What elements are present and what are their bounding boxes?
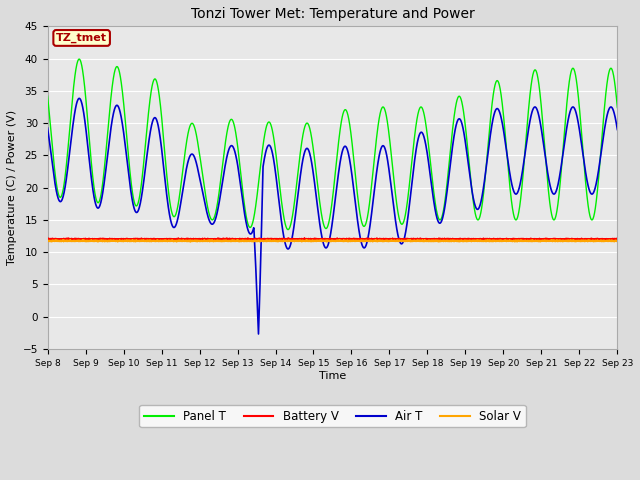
Battery V (427, 238, 435, 243)
Y-axis label: Temperature (C) / Power (V): Temperature (C) / Power (V) (7, 110, 17, 265)
Legend: Panel T, Battery V, Air T, Solar V: Panel T, Battery V, Air T, Solar V (140, 405, 525, 427)
Panel T (262, 124, 270, 130)
Solar V (44, 238, 51, 243)
Air T (603, 115, 611, 121)
Battery V (44, 236, 51, 241)
Solar V (287, 238, 295, 244)
Air T (287, 240, 295, 245)
X-axis label: Time: Time (319, 371, 346, 381)
Battery V (244, 235, 252, 241)
Solar V (603, 238, 611, 244)
Solar V (109, 238, 116, 244)
Line: Solar V: Solar V (47, 240, 618, 241)
Solar V (143, 238, 150, 244)
Air T (541, 153, 549, 159)
Solar V (614, 238, 621, 244)
Air T (262, 146, 270, 152)
Air T (76, 96, 83, 101)
Air T (614, 127, 621, 132)
Battery V (287, 237, 295, 242)
Solar V (187, 239, 195, 244)
Title: Tonzi Tower Met: Temperature and Power: Tonzi Tower Met: Temperature and Power (191, 7, 474, 21)
Battery V (603, 236, 611, 242)
Air T (255, 331, 262, 337)
Air T (109, 114, 116, 120)
Panel T (287, 220, 295, 226)
Battery V (614, 237, 621, 242)
Solar V (262, 239, 270, 244)
Air T (44, 125, 51, 131)
Battery V (541, 236, 549, 242)
Panel T (109, 79, 116, 85)
Line: Air T: Air T (47, 98, 618, 334)
Battery V (109, 237, 116, 242)
Battery V (143, 237, 150, 242)
Air T (143, 156, 150, 162)
Line: Panel T: Panel T (47, 59, 618, 229)
Solar V (66, 237, 74, 243)
Panel T (76, 56, 83, 62)
Solar V (541, 238, 549, 244)
Panel T (284, 227, 292, 232)
Panel T (541, 150, 549, 156)
Panel T (143, 130, 150, 135)
Panel T (603, 84, 611, 90)
Line: Battery V: Battery V (47, 238, 618, 240)
Panel T (614, 105, 621, 110)
Text: TZ_tmet: TZ_tmet (56, 33, 107, 43)
Panel T (44, 93, 51, 99)
Battery V (262, 237, 270, 243)
